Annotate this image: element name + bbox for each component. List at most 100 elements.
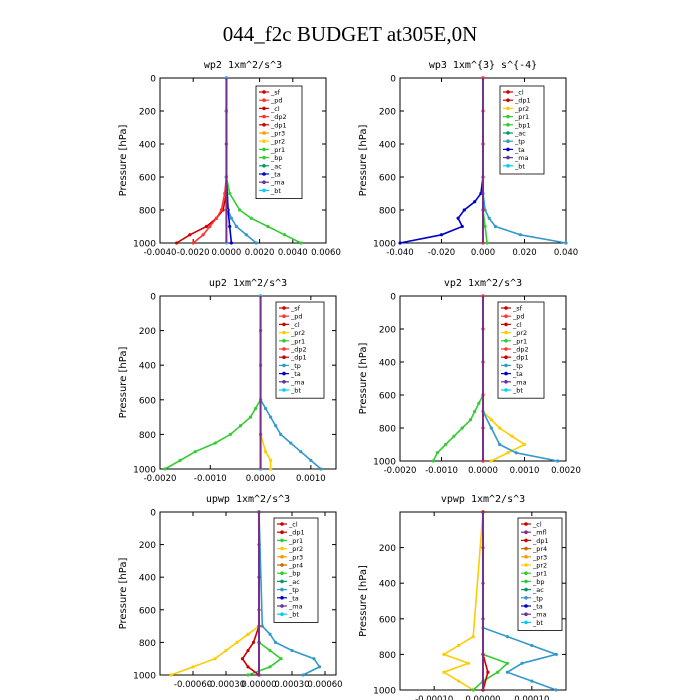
panel-title: vp2 1xm^2/s^3 bbox=[444, 278, 522, 289]
data-point bbox=[431, 459, 435, 463]
legend-label: _sf bbox=[290, 305, 301, 313]
data-point bbox=[471, 635, 475, 639]
data-point bbox=[442, 670, 446, 674]
x-tick-label: 0.020 bbox=[512, 248, 536, 258]
data-point bbox=[319, 467, 323, 471]
legend-label: _pr2 bbox=[532, 562, 547, 570]
data-point bbox=[248, 415, 253, 419]
legend-marker bbox=[524, 587, 528, 592]
legend-label: _dp2 bbox=[512, 346, 529, 354]
legend-marker bbox=[262, 155, 266, 160]
legend-marker bbox=[282, 314, 286, 319]
legend-label: _ma bbox=[514, 154, 529, 162]
data-point bbox=[253, 406, 258, 411]
data-point bbox=[442, 652, 446, 657]
data-point bbox=[456, 679, 461, 683]
legend-label: _bt bbox=[288, 611, 299, 619]
legend-marker bbox=[280, 579, 284, 584]
data-point bbox=[444, 442, 448, 447]
plot-frame bbox=[159, 295, 337, 470]
data-point bbox=[264, 450, 268, 454]
legend-marker bbox=[504, 388, 508, 392]
x-tick-label: 0.0040 bbox=[278, 248, 308, 258]
y-tick-label: 600 bbox=[139, 396, 156, 406]
series-line-tp bbox=[259, 296, 322, 470]
legend-label: _tp bbox=[514, 138, 525, 146]
data-point bbox=[530, 679, 534, 683]
legend-label: _bp bbox=[288, 570, 301, 578]
legend-marker bbox=[504, 306, 508, 310]
y-tick-label: 800 bbox=[139, 207, 156, 217]
data-point bbox=[456, 216, 460, 220]
data-point bbox=[238, 424, 243, 428]
data-point bbox=[468, 418, 473, 422]
chart-panel: vp2 1xm^2/s^3 Pressure [hPa] 0 200 400 600 800… bbox=[358, 278, 581, 476]
y-axis-label: Pressure [hPa] bbox=[118, 558, 129, 630]
x-tick-label: 0.0020 bbox=[245, 248, 275, 258]
data-point bbox=[460, 426, 464, 430]
legend-label: _ta bbox=[512, 370, 523, 378]
legend-label: _bt bbox=[532, 619, 543, 627]
x-tick-label: 0.00000 bbox=[241, 680, 276, 690]
data-point bbox=[483, 224, 487, 229]
data-point bbox=[489, 418, 493, 422]
series-line-dp1 bbox=[432, 296, 484, 462]
data-point bbox=[214, 216, 219, 220]
legend-label: _pr3 bbox=[270, 130, 285, 138]
legend-marker bbox=[280, 604, 284, 608]
data-point bbox=[268, 632, 272, 636]
legend-label: _tp bbox=[288, 586, 299, 594]
data-point bbox=[213, 657, 217, 661]
legend-marker bbox=[280, 612, 284, 616]
data-point bbox=[175, 241, 179, 245]
data-point bbox=[264, 406, 268, 411]
data-point bbox=[191, 665, 195, 669]
legend-marker bbox=[524, 612, 528, 616]
data-point bbox=[240, 657, 245, 661]
data-point bbox=[234, 224, 238, 229]
legend-label: _bp1 bbox=[514, 121, 531, 129]
legend-marker bbox=[506, 147, 510, 152]
panel-title: up2 1xm^2/s^3 bbox=[209, 278, 287, 289]
data-point bbox=[178, 458, 182, 462]
series-line-ta bbox=[399, 78, 484, 244]
data-point bbox=[514, 451, 518, 455]
x-tick-label: 0.00000 bbox=[465, 695, 500, 700]
legend-marker bbox=[282, 330, 286, 335]
legend-marker bbox=[524, 530, 528, 534]
series-line-pr2 bbox=[259, 296, 272, 469]
legend-marker bbox=[524, 563, 528, 567]
data-point bbox=[228, 224, 232, 229]
legend-label: _pr2 bbox=[270, 138, 285, 146]
data-point bbox=[279, 432, 283, 436]
legend-label: _cl bbox=[512, 321, 522, 329]
x-tick-label: -0.0010 bbox=[425, 466, 458, 476]
y-tick-label: 200 bbox=[139, 541, 156, 551]
legend-label: _tp bbox=[290, 362, 301, 370]
legend-label: _ma bbox=[532, 611, 547, 619]
legend-label: _ma bbox=[512, 378, 527, 386]
y-axis-label: Pressure [hPa] bbox=[358, 565, 369, 637]
data-point bbox=[254, 241, 258, 245]
legend-label: _dp1 bbox=[288, 529, 305, 537]
legend-label: _ma bbox=[270, 179, 285, 187]
data-point bbox=[456, 643, 461, 648]
series-line-dp1 bbox=[164, 296, 262, 470]
data-point bbox=[246, 648, 250, 653]
y-tick-label: 600 bbox=[379, 615, 396, 625]
x-tick-label: 0.0010 bbox=[510, 466, 540, 476]
legend-marker bbox=[280, 563, 284, 567]
legend-marker bbox=[262, 114, 266, 119]
legend-marker bbox=[262, 131, 266, 135]
data-point bbox=[435, 451, 439, 455]
legend-label: _pr2 bbox=[514, 105, 529, 113]
x-tick-label: 0.00010 bbox=[514, 695, 549, 700]
legend-marker bbox=[504, 322, 508, 327]
data-point bbox=[191, 241, 195, 245]
data-point bbox=[238, 208, 242, 212]
data-point bbox=[398, 241, 402, 245]
data-point bbox=[244, 233, 248, 237]
legend-label: _ac bbox=[270, 162, 282, 170]
legend-label: _dp2 bbox=[290, 346, 307, 354]
